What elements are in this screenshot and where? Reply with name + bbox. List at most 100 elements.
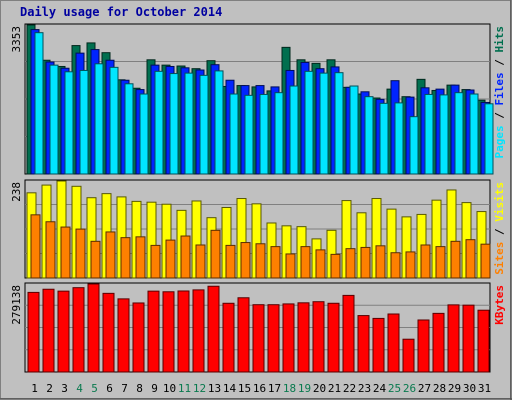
bar-sites-23	[360, 246, 371, 279]
bar-kbytes-14	[222, 302, 235, 373]
chart-panels: 3353 Pages / Files / Hits 238 Sites / Visit…	[10, 23, 506, 373]
bar-kbytes-8	[132, 302, 145, 373]
x-tick-label-22: 22	[343, 382, 356, 395]
bar-sites-18	[285, 253, 296, 279]
series-pages	[34, 32, 494, 175]
bar-sites-27	[420, 244, 431, 279]
bar-sites-21	[330, 253, 341, 279]
bar-sites-14	[225, 244, 236, 279]
bar-sites-5	[90, 240, 101, 279]
bar-kbytes-20	[312, 301, 325, 373]
x-tick-label-1: 1	[31, 382, 38, 395]
side-label-part-1: /	[493, 106, 506, 126]
bar-sites-13	[210, 229, 221, 279]
bar-kbytes-6	[102, 292, 115, 373]
series-sites	[30, 214, 491, 279]
x-tick-label-30: 30	[463, 382, 476, 395]
bar-pages-26	[409, 116, 419, 175]
x-tick-label-21: 21	[328, 382, 341, 395]
bar-pages-14	[229, 93, 239, 175]
bar-kbytes-3	[57, 290, 70, 373]
bar-pages-11	[184, 72, 194, 175]
bar-pages-25	[394, 102, 404, 175]
bar-sites-31	[480, 243, 491, 279]
bar-sites-10	[165, 239, 176, 279]
bar-kbytes-4	[72, 287, 85, 373]
x-tick-label-15: 15	[238, 382, 251, 395]
bar-kbytes-30	[462, 304, 475, 373]
side-label-part-0: KBytes	[493, 285, 506, 325]
bar-pages-2	[49, 64, 59, 175]
x-tick-label-23: 23	[358, 382, 371, 395]
panel-visits_sites: 238 Sites / Visits	[10, 179, 506, 279]
side-label: Pages / Files / Hits	[493, 26, 506, 159]
x-tick-label-13: 13	[208, 382, 221, 395]
ymax-label: 238	[10, 182, 23, 202]
chart-title: Daily usage for October 2014	[20, 5, 222, 19]
bar-kbytes-12	[192, 289, 205, 373]
x-tick-label-6: 6	[106, 382, 113, 395]
bar-kbytes-10	[162, 291, 175, 373]
x-tick-label-3: 3	[61, 382, 68, 395]
x-tick-label-25: 25	[388, 382, 401, 395]
x-tick-label-17: 17	[268, 382, 281, 395]
bar-kbytes-23	[357, 315, 370, 373]
side-label-part-2: Files	[493, 72, 506, 105]
bar-sites-2	[45, 221, 56, 279]
bar-kbytes-16	[252, 304, 265, 373]
bar-kbytes-31	[477, 309, 490, 373]
x-tick-label-26: 26	[403, 382, 416, 395]
bar-kbytes-24	[372, 317, 385, 373]
side-label-part-0: Sites	[493, 242, 506, 275]
x-tick-label-29: 29	[448, 382, 461, 395]
x-tick-label-2: 2	[46, 382, 53, 395]
bar-sites-16	[255, 243, 266, 279]
side-label: KBytes	[493, 285, 506, 325]
bar-pages-30	[469, 93, 479, 175]
series-kbytes	[27, 283, 490, 373]
bar-pages-23	[364, 96, 374, 175]
x-tick-label-18: 18	[283, 382, 296, 395]
bar-pages-27	[424, 93, 434, 175]
bar-sites-29	[450, 240, 461, 279]
ymax-label: 279138	[10, 285, 23, 325]
x-tick-label-5: 5	[91, 382, 98, 395]
x-tick-label-12: 12	[193, 382, 206, 395]
bar-kbytes-1	[27, 291, 40, 373]
x-tick-label-28: 28	[433, 382, 446, 395]
bar-kbytes-17	[267, 304, 280, 373]
bar-pages-13	[214, 70, 224, 175]
side-label-part-2: Visits	[493, 182, 506, 222]
bar-pages-4	[79, 69, 89, 175]
bar-sites-6	[105, 231, 116, 279]
bar-kbytes-27	[417, 319, 430, 373]
bar-sites-15	[240, 242, 251, 279]
x-tick-label-8: 8	[136, 382, 143, 395]
bar-kbytes-5	[87, 283, 100, 373]
x-tick-label-4: 4	[76, 382, 83, 395]
bar-pages-8	[139, 93, 149, 175]
bar-kbytes-26	[402, 338, 415, 373]
bar-kbytes-11	[177, 290, 190, 373]
bar-pages-15	[244, 94, 254, 175]
bar-kbytes-7	[117, 298, 130, 373]
panel-hits_files_pages: 3353 Pages / Files / Hits	[10, 23, 506, 175]
bar-sites-20	[315, 249, 326, 279]
bar-pages-17	[274, 92, 284, 175]
x-tick-label-20: 20	[313, 382, 326, 395]
bar-sites-17	[270, 246, 281, 279]
bar-pages-7	[124, 83, 134, 175]
bar-pages-10	[169, 73, 179, 175]
bar-pages-22	[349, 85, 359, 175]
bar-kbytes-29	[447, 304, 460, 373]
side-label-part-3: /	[493, 53, 506, 73]
bar-kbytes-13	[207, 285, 220, 373]
bar-pages-29	[454, 92, 464, 175]
side-label-part-4: Hits	[493, 26, 506, 53]
bar-sites-30	[465, 239, 476, 279]
bar-sites-1	[30, 214, 41, 279]
bar-pages-9	[154, 70, 164, 175]
x-axis: 1 2 3 4 5 6 7 8 9 10 11 12 13 14 15 16 17 18 19 20 21 22 23 24 2…	[31, 382, 491, 395]
side-label: Sites / Visits	[493, 182, 506, 275]
